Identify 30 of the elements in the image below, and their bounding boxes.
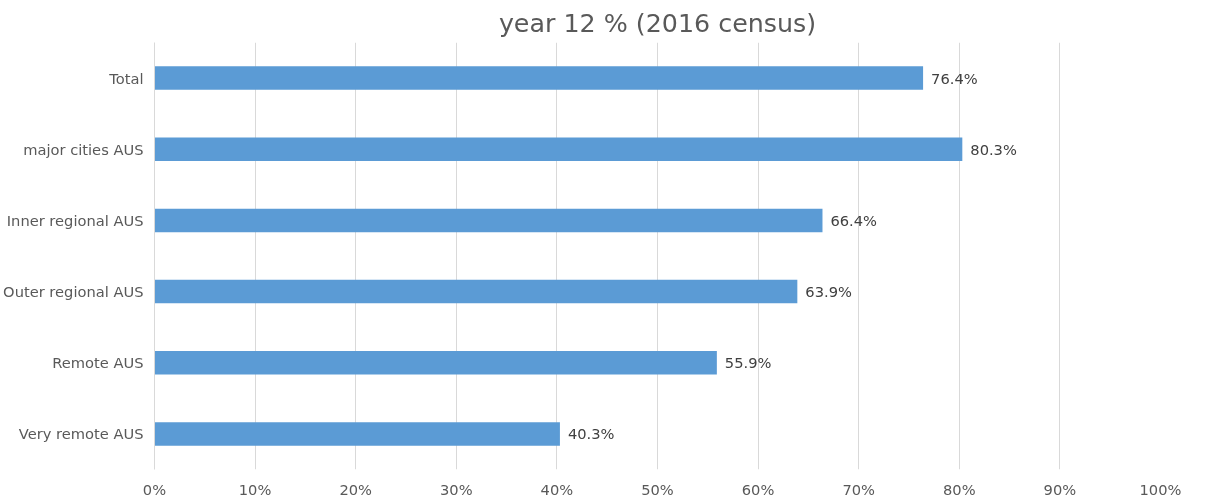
x-tick-label: 90% (1043, 480, 1077, 498)
bar (154, 208, 823, 233)
chart-title: year 12 % (2016 census) (498, 7, 817, 38)
x-tick-label: 20% (339, 480, 373, 498)
x-tick-label: 50% (641, 480, 674, 498)
x-tick-label: 40% (540, 480, 574, 498)
x-tick-label: 30% (440, 480, 473, 498)
bar (154, 279, 798, 304)
x-tick-label: 0% (142, 480, 167, 498)
y-tick-label: Total (108, 69, 144, 87)
y-tick-label: Remote AUS (52, 354, 144, 372)
x-tick-label: 70% (842, 480, 876, 498)
data-label: 55.9% (724, 354, 772, 372)
bar (154, 137, 963, 161)
data-label: 80.3% (970, 140, 1017, 158)
x-tick-label: 60% (741, 480, 775, 498)
bar (154, 422, 560, 446)
data-label: 66.4% (830, 211, 878, 229)
y-tick-label: Very remote AUS (18, 425, 144, 443)
data-label: 40.3% (567, 425, 615, 443)
data-label: 76.4% (931, 69, 978, 87)
x-tick-label: 80% (943, 480, 976, 498)
bar (154, 351, 717, 375)
x-tick-label: 100% (1139, 480, 1182, 498)
y-tick-label: major cities AUS (23, 140, 144, 158)
x-tick-label: 10% (238, 480, 272, 498)
y-tick-label: Outer regional AUS (3, 283, 144, 301)
data-label: 63.9% (805, 283, 852, 301)
bar (154, 66, 924, 90)
y-tick-label: Inner regional AUS (6, 211, 144, 229)
